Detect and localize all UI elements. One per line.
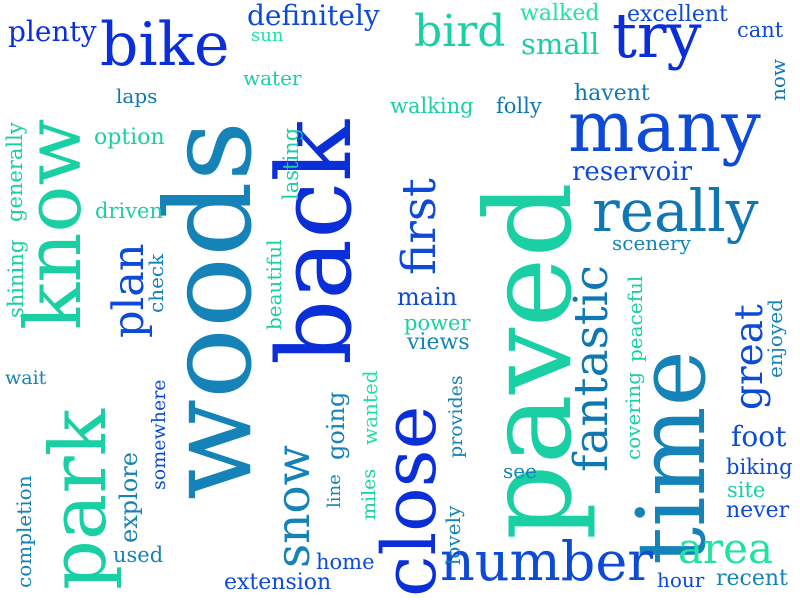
word-sun: sun (251, 25, 284, 46)
word-never: never (726, 498, 790, 523)
word-shining: shining (4, 239, 28, 318)
word-laps: laps (116, 84, 158, 108)
word-recent: recent (716, 566, 788, 591)
word-check: check (144, 253, 168, 313)
word-reservoir: reservoir (572, 157, 693, 187)
word-explore: explore (115, 452, 143, 543)
word-fantastic: fantastic (564, 265, 619, 472)
word-now: now (766, 58, 790, 101)
word-covering: covering (621, 371, 645, 460)
word-extension: extension (224, 570, 332, 595)
word-close: close (367, 405, 453, 597)
word-hour: hour (657, 568, 705, 592)
word-option: option (94, 125, 165, 150)
word-biking: biking (726, 455, 793, 479)
word-see: see (503, 459, 537, 483)
word-used: used (113, 543, 164, 567)
word-water: water (243, 66, 302, 90)
word-excellent: excellent (627, 2, 728, 27)
word-beautiful: beautiful (262, 239, 286, 330)
word-miles: miles (358, 468, 380, 520)
word-bike: bike (100, 10, 230, 80)
word-area: area (678, 524, 774, 573)
word-completion: completion (12, 475, 36, 588)
word-somewhere: somewhere (148, 379, 170, 490)
word-generally: generally (3, 122, 27, 222)
word-havent: havent (574, 81, 650, 106)
word-main: main (397, 283, 458, 311)
word-really: really (592, 177, 759, 245)
word-walked: walked (520, 1, 600, 26)
word-provides: provides (445, 375, 467, 458)
word-site: site (727, 478, 766, 502)
word-wait: wait (5, 367, 47, 389)
word-driven: driven (95, 199, 164, 223)
word-going: going (322, 391, 350, 460)
word-first: first (392, 178, 447, 275)
word-small: small (521, 27, 600, 61)
word-enjoyed: enjoyed (763, 299, 787, 378)
word-lovely: lovely (441, 505, 465, 565)
word-line: line (324, 474, 345, 508)
word-folly: folly (496, 94, 542, 118)
word-cant: cant (737, 18, 784, 42)
word-bird: bird (414, 6, 506, 57)
word-lasting: lasting (279, 127, 303, 200)
word-snow: snow (266, 445, 321, 568)
word-scenery: scenery (612, 231, 691, 255)
word-park: park (34, 409, 124, 590)
word-peaceful: peaceful (623, 275, 647, 362)
word-plenty: plenty (8, 15, 97, 48)
word-power: power (404, 311, 471, 335)
word-definitely: definitely (247, 0, 380, 32)
word-views: views (407, 330, 470, 355)
word-walking: walking (390, 94, 474, 118)
word-home: home (316, 550, 375, 574)
word-try: try (612, 0, 702, 72)
word-number: number (440, 530, 654, 593)
word-many: many (568, 86, 761, 168)
word-wanted: wanted (358, 370, 382, 445)
word-foot: foot (731, 420, 787, 453)
